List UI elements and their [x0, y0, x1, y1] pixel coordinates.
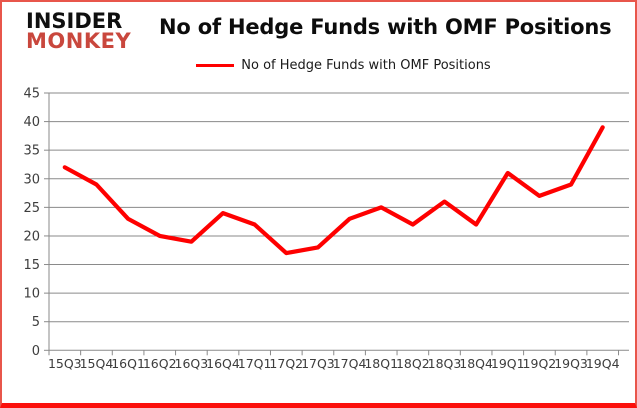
y-tick-label: 40 — [23, 115, 40, 130]
y-tick-label: 10 — [23, 287, 40, 302]
y-tick-label: 25 — [23, 201, 40, 216]
x-tick-label: 19Q1 — [491, 356, 525, 371]
x-tick-label: 19Q2 — [523, 356, 557, 371]
y-tick-label: 20 — [23, 229, 40, 244]
x-tick-label: 18Q4 — [459, 356, 493, 371]
y-tick-label: 0 — [32, 344, 40, 359]
x-tick-label: 15Q4 — [80, 356, 114, 371]
x-tick-label: 18Q3 — [428, 356, 462, 371]
x-tick-label: 16Q3 — [175, 356, 209, 371]
x-tick-label: 19Q4 — [586, 356, 620, 371]
logo-line-monkey: MONKEY — [26, 29, 132, 54]
x-tick-label: 15Q3 — [48, 356, 82, 371]
x-tick-label: 17Q1 — [238, 356, 272, 371]
x-tick-label: 16Q2 — [143, 356, 177, 371]
y-tick-label: 5 — [32, 315, 40, 330]
logo-line-insider: INSIDER — [26, 9, 123, 33]
y-tick-label: 30 — [23, 172, 40, 187]
line-chart: 0 5 10 15 20 25 30 35 40 45 15Q315Q416Q116Q216Q316… — [23, 87, 629, 371]
y-tick-label: 45 — [23, 87, 40, 102]
y-tick-label: 35 — [23, 144, 40, 159]
series-line — [62, 125, 605, 256]
x-tick-label: 17Q3 — [301, 356, 335, 371]
x-tick-label: 18Q1 — [364, 356, 398, 371]
x-tick-label: 16Q1 — [111, 356, 145, 371]
legend-line-swatch — [196, 64, 235, 67]
x-tick-label: 17Q2 — [269, 356, 303, 371]
x-tick-label: 16Q4 — [206, 356, 240, 371]
x-tick-label: 17Q4 — [333, 356, 367, 371]
insider-monkey-logo: INSIDER MONKEY — [26, 9, 132, 54]
chart-title: No of Hedge Funds with OMF Positions — [159, 15, 612, 39]
legend-label: No of Hedge Funds with OMF Positions — [241, 58, 491, 73]
x-tick-label: 18Q2 — [396, 356, 430, 371]
chart-legend: No of Hedge Funds with OMF Positions — [2, 58, 635, 73]
x-tick-label: 19Q3 — [554, 356, 588, 371]
y-tick-label: 15 — [23, 258, 40, 273]
